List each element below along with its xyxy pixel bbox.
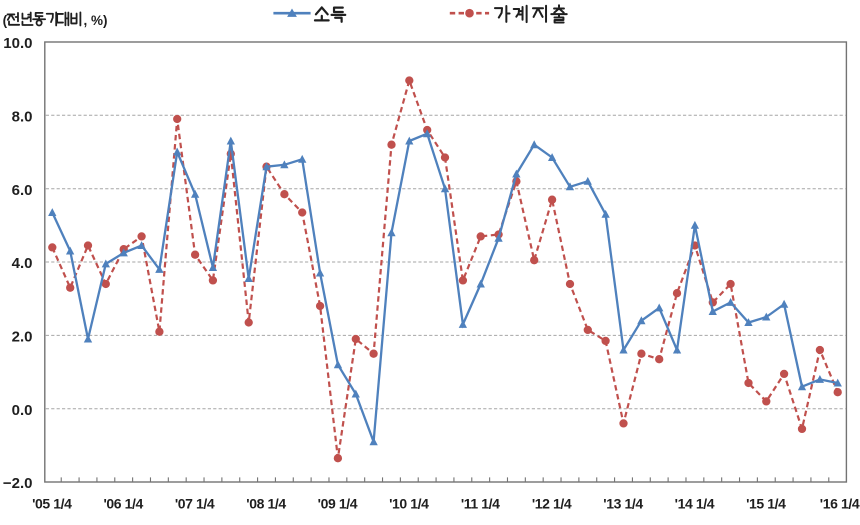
svg-text:10.0: 10.0 (3, 35, 32, 52)
svg-text:8.0: 8.0 (12, 109, 33, 126)
svg-text:'14 1/4: '14 1/4 (675, 495, 715, 511)
svg-text:'10 1/4: '10 1/4 (389, 495, 429, 511)
svg-text:−2.0: −2.0 (3, 475, 33, 492)
svg-text:2.0: 2.0 (12, 329, 33, 346)
svg-text:'15 1/4: '15 1/4 (746, 495, 786, 511)
svg-text:'13 1/4: '13 1/4 (603, 495, 643, 511)
svg-text:'08 1/4: '08 1/4 (246, 495, 286, 511)
svg-text:'07 1/4: '07 1/4 (175, 495, 215, 511)
svg-text:, %): , %) (84, 13, 108, 28)
svg-text:(: ( (3, 13, 8, 28)
svg-text:6.0: 6.0 (12, 182, 33, 199)
svg-text:'09 1/4: '09 1/4 (318, 495, 358, 511)
svg-text:'16 1/4: '16 1/4 (820, 495, 860, 511)
svg-text:4.0: 4.0 (12, 255, 33, 272)
svg-text:'05 1/4: '05 1/4 (32, 495, 72, 511)
svg-text:'11 1/4: '11 1/4 (461, 495, 500, 511)
svg-text:'06 1/4: '06 1/4 (103, 495, 143, 511)
svg-text:0.0: 0.0 (12, 402, 33, 419)
svg-text:'12 1/4: '12 1/4 (532, 495, 572, 511)
